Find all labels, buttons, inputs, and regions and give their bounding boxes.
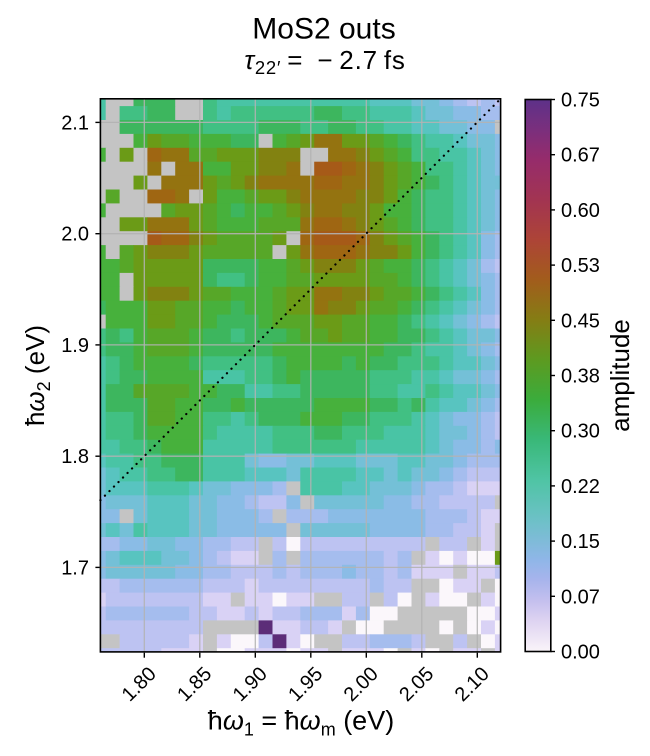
svg-text:0.30: 0.30 [561, 421, 600, 443]
svg-text:0.00: 0.00 [561, 642, 600, 664]
svg-text:0.45: 0.45 [561, 310, 600, 332]
svg-text:0.07: 0.07 [561, 586, 600, 608]
svg-text:1.7: 1.7 [61, 557, 89, 579]
svg-text:ħω2 (eV): ħω2 (eV) [20, 325, 54, 426]
svg-text:0.53: 0.53 [561, 255, 600, 277]
svg-text:0.15: 0.15 [561, 531, 600, 553]
svg-text:0.22: 0.22 [561, 476, 600, 498]
svg-text:ħω1 = ħωm (eV): ħω1 = ħωm (eV) [208, 706, 394, 740]
svg-text:MoS2 outs: MoS2 outs [252, 13, 395, 46]
svg-text:1.9: 1.9 [61, 335, 89, 357]
svg-text:1.8: 1.8 [61, 446, 89, 468]
svg-text:τ22′ = − 2.7 fs: τ22′ = − 2.7 fs [244, 45, 405, 78]
svg-text:2.0: 2.0 [61, 224, 89, 246]
svg-text:0.38: 0.38 [561, 366, 600, 388]
svg-text:0.75: 0.75 [561, 90, 600, 112]
svg-text:amplitude: amplitude [605, 319, 635, 432]
svg-text:0.67: 0.67 [561, 145, 600, 167]
svg-text:2.1: 2.1 [61, 112, 89, 134]
svg-text:0.60: 0.60 [561, 200, 600, 222]
